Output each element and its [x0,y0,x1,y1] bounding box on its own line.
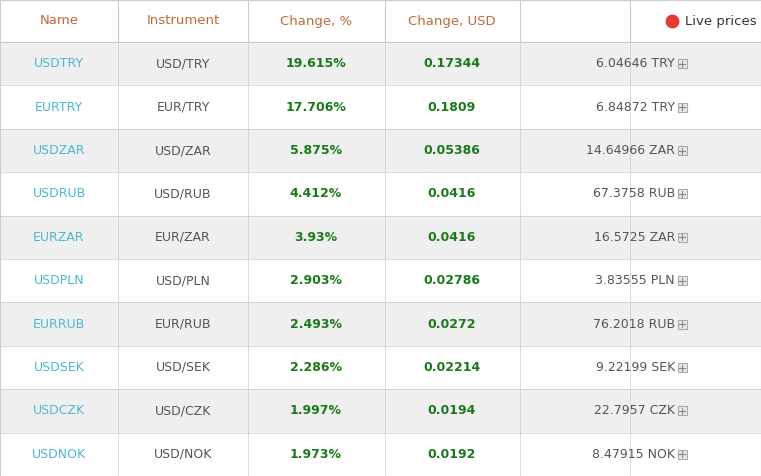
Bar [0,259,761,302]
Bar [0,172,761,216]
Text: Change, USD: Change, USD [408,14,496,28]
Text: USDSEK: USDSEK [33,361,84,374]
Text: 0.02786: 0.02786 [424,274,480,287]
Text: USDRUB: USDRUB [33,188,86,200]
Text: 0.17344: 0.17344 [423,57,480,70]
Text: 3.93%: 3.93% [295,231,338,244]
Text: 1.973%: 1.973% [290,448,342,461]
Bar [0,42,761,85]
Text: 2.286%: 2.286% [290,361,342,374]
Text: 16.5725 ZAR: 16.5725 ZAR [594,231,675,244]
FancyBboxPatch shape [677,59,686,68]
FancyBboxPatch shape [677,103,686,111]
Text: 0.02214: 0.02214 [423,361,481,374]
Bar [0,302,761,346]
Text: 1.997%: 1.997% [290,405,342,417]
Text: 4.412%: 4.412% [290,188,342,200]
FancyBboxPatch shape [677,363,686,372]
Text: 9.22199 SEK: 9.22199 SEK [596,361,675,374]
FancyBboxPatch shape [677,319,686,328]
Text: 6.04646 TRY: 6.04646 TRY [597,57,675,70]
Text: 2.493%: 2.493% [290,317,342,331]
Text: USD/RUB: USD/RUB [154,188,212,200]
Text: USDNOK: USDNOK [32,448,86,461]
Text: 2.903%: 2.903% [290,274,342,287]
Text: USDTRY: USDTRY [34,57,84,70]
Text: USD/CZK: USD/CZK [154,405,212,417]
Text: 6.84872 TRY: 6.84872 TRY [596,100,675,114]
FancyBboxPatch shape [677,189,686,198]
Text: 0.05386: 0.05386 [424,144,480,157]
Text: EUR/RUB: EUR/RUB [154,317,212,331]
Text: 5.875%: 5.875% [290,144,342,157]
Bar [0,0,761,42]
Text: EURTRY: EURTRY [35,100,83,114]
Text: USDCZK: USDCZK [33,405,85,417]
FancyBboxPatch shape [677,450,686,459]
Text: USD/NOK: USD/NOK [154,448,212,461]
Text: 0.0416: 0.0416 [428,231,476,244]
Text: EUR/ZAR: EUR/ZAR [155,231,211,244]
Text: USD/PLN: USD/PLN [155,274,211,287]
Text: 8.47915 NOK: 8.47915 NOK [592,448,675,461]
Text: USDPLN: USDPLN [33,274,84,287]
Text: USD/ZAR: USD/ZAR [154,144,212,157]
Text: Name: Name [40,14,78,28]
Text: 67.3758 RUB: 67.3758 RUB [593,188,675,200]
Text: 14.64966 ZAR: 14.64966 ZAR [586,144,675,157]
Text: 19.615%: 19.615% [285,57,346,70]
Bar [0,85,761,129]
FancyBboxPatch shape [677,407,686,416]
Bar [0,433,761,476]
Text: 76.2018 RUB: 76.2018 RUB [593,317,675,331]
Bar [0,216,761,259]
Text: EUR/TRY: EUR/TRY [156,100,210,114]
Text: EURRUB: EURRUB [33,317,85,331]
Text: Change, %: Change, % [280,14,352,28]
Text: USD/TRY: USD/TRY [156,57,210,70]
Text: 0.0194: 0.0194 [428,405,476,417]
FancyBboxPatch shape [677,146,686,155]
Bar [0,346,761,389]
Text: Instrument: Instrument [146,14,220,28]
Text: 17.706%: 17.706% [285,100,346,114]
FancyBboxPatch shape [677,233,686,242]
Text: USDZAR: USDZAR [33,144,85,157]
Text: 22.7957 CZK: 22.7957 CZK [594,405,675,417]
Bar [0,389,761,433]
Text: USD/SEK: USD/SEK [155,361,211,374]
Bar [0,129,761,172]
Text: 0.0416: 0.0416 [428,188,476,200]
Text: EURZAR: EURZAR [33,231,84,244]
Text: 0.0192: 0.0192 [428,448,476,461]
Text: Live prices: Live prices [685,14,756,28]
FancyBboxPatch shape [677,276,686,285]
Text: 0.0272: 0.0272 [428,317,476,331]
Text: 3.83555 PLN: 3.83555 PLN [595,274,675,287]
Text: 0.1809: 0.1809 [428,100,476,114]
